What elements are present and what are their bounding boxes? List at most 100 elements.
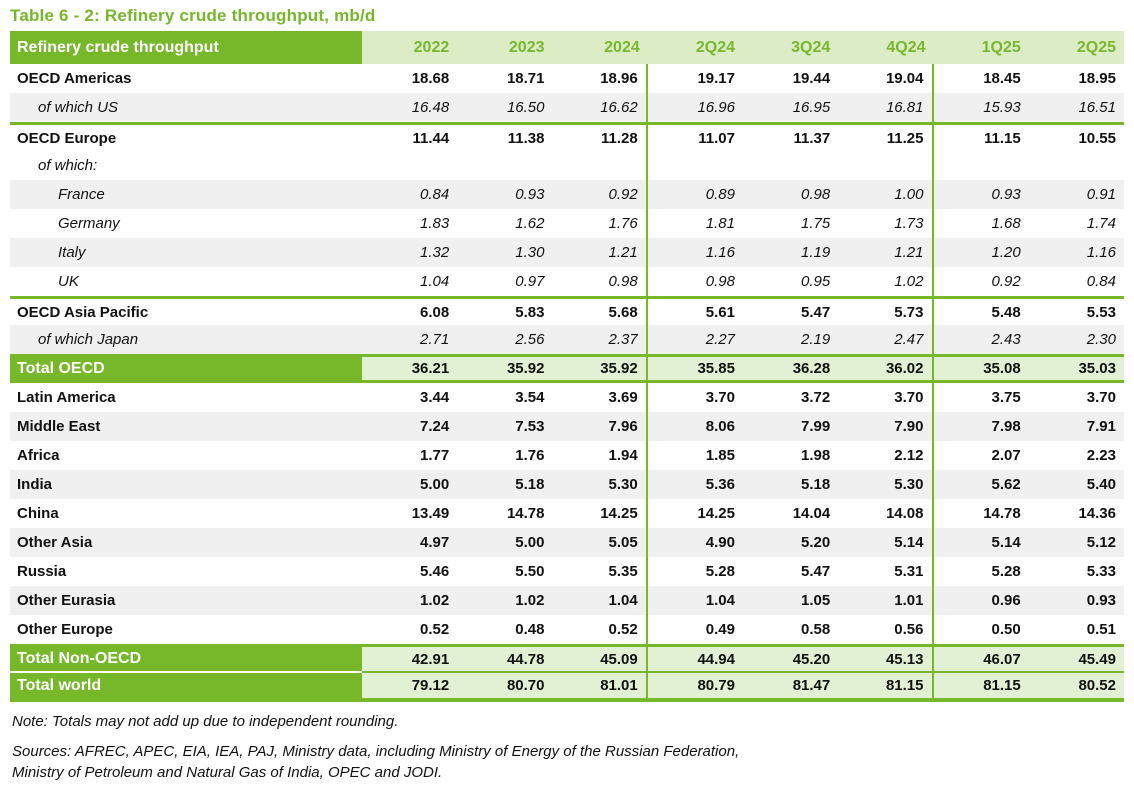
value-cell: 7.91 [1028,412,1124,441]
value-cell: 3.70 [647,383,743,412]
value-cell: 1.76 [457,441,553,470]
value-cell: 5.28 [647,557,743,586]
value-cell: 3.69 [552,383,648,412]
value-cell: 16.50 [457,93,553,122]
value-cell: 14.78 [933,499,1029,528]
value-cell: 1.83 [362,209,458,238]
table-row: Russia 5.46 5.50 5.35 5.28 5.47 5.31 5.28 5.33 [10,557,1124,586]
value-cell: 1.01 [838,586,934,615]
value-cell: 2.23 [1028,441,1124,470]
row-label: Germany [10,209,362,238]
value-cell: 1.74 [1028,209,1124,238]
value-cell: 19.04 [838,64,934,93]
row-label: Africa [10,441,362,470]
value-cell: 3.70 [838,383,934,412]
value-cell: 0.92 [552,180,648,209]
value-cell: 16.96 [647,93,743,122]
value-cell: 7.96 [552,412,648,441]
row-label: Other Asia [10,528,362,557]
total-row: Total Non-OECD 42.91 44.78 45.09 44.94 45.20 4… [10,644,1124,673]
value-cell: 5.35 [552,557,648,586]
row-label: France [10,180,362,209]
table-row: of which: [10,151,1124,180]
value-cell: 46.07 [933,644,1029,673]
value-cell: 11.28 [552,122,648,151]
value-cell: 5.36 [647,470,743,499]
value-cell: 4.90 [647,528,743,557]
value-cell: 1.16 [1028,238,1124,267]
value-cell: 1.32 [362,238,458,267]
value-cell: 80.70 [457,673,553,702]
value-cell: 2.71 [362,325,458,354]
value-cell: 2.19 [743,325,839,354]
table-row: OECD Europe 11.44 11.38 11.28 11.07 11.37 11.2… [10,122,1124,151]
value-cell: 5.68 [552,296,648,325]
value-cell: 1.05 [743,586,839,615]
value-cell: 0.98 [552,267,648,296]
value-cell [838,151,934,180]
value-cell: 16.62 [552,93,648,122]
value-cell: 0.48 [457,615,553,644]
value-cell: 8.06 [647,412,743,441]
note-text: Note: Totals may not add up due to indep… [12,713,399,730]
value-cell: 1.81 [647,209,743,238]
row-label: UK [10,267,362,296]
table-row: China 13.49 14.78 14.25 14.25 14.04 14.08 14.78… [10,499,1124,528]
value-cell: 11.07 [647,122,743,151]
value-cell: 81.01 [552,673,648,702]
value-cell [647,151,743,180]
value-cell: 5.62 [933,470,1029,499]
value-cell: 18.68 [362,64,458,93]
table-title: Table 6 - 2: Refinery crude throughput, … [10,6,376,25]
table-row: OECD Americas 18.68 18.71 18.96 19.17 19.44 19… [10,64,1124,93]
value-cell: 10.55 [1028,122,1124,151]
value-cell [457,151,553,180]
value-cell: 5.40 [1028,470,1124,499]
value-cell: 19.44 [743,64,839,93]
table-row: of which US 16.48 16.50 16.62 16.96 16.95 16.8… [10,93,1124,122]
value-cell: 16.95 [743,93,839,122]
value-cell: 2.27 [647,325,743,354]
header-col-3Q24: 3Q24 [743,31,839,64]
value-cell [933,151,1029,180]
value-cell: 16.51 [1028,93,1124,122]
value-cell: 35.92 [552,354,648,383]
sources-line-1: Sources: AFREC, APEC, EIA, IEA, PAJ, Min… [12,743,740,761]
header-col-2022: 2022 [362,31,458,64]
value-cell: 81.15 [838,673,934,702]
value-cell: 5.14 [933,528,1029,557]
value-cell: 0.97 [457,267,553,296]
value-cell: 5.30 [552,470,648,499]
value-cell: 16.81 [838,93,934,122]
value-cell: 7.98 [933,412,1029,441]
value-cell: 11.37 [743,122,839,151]
value-cell: 5.50 [457,557,553,586]
value-cell: 1.21 [838,238,934,267]
value-cell: 18.45 [933,64,1029,93]
value-cell: 14.36 [1028,499,1124,528]
value-cell: 45.20 [743,644,839,673]
value-cell: 45.49 [1028,644,1124,673]
value-cell: 1.02 [838,267,934,296]
value-cell: 36.02 [838,354,934,383]
value-cell: 80.52 [1028,673,1124,702]
value-cell: 79.12 [362,673,458,702]
value-cell: 2.07 [933,441,1029,470]
value-cell: 2.56 [457,325,553,354]
header-col-2Q25: 2Q25 [1028,31,1124,64]
value-cell: 3.70 [1028,383,1124,412]
value-cell: 18.96 [552,64,648,93]
value-cell: 5.18 [457,470,553,499]
value-cell: 2.37 [552,325,648,354]
value-cell: 14.78 [457,499,553,528]
row-label: Other Eurasia [10,586,362,615]
value-cell: 45.09 [552,644,648,673]
value-cell: 5.31 [838,557,934,586]
value-cell: 5.47 [743,557,839,586]
value-cell: 7.99 [743,412,839,441]
header-col-1Q25: 1Q25 [933,31,1029,64]
value-cell: 0.52 [552,615,648,644]
value-cell: 44.94 [647,644,743,673]
value-cell: 14.25 [647,499,743,528]
value-cell: 19.17 [647,64,743,93]
